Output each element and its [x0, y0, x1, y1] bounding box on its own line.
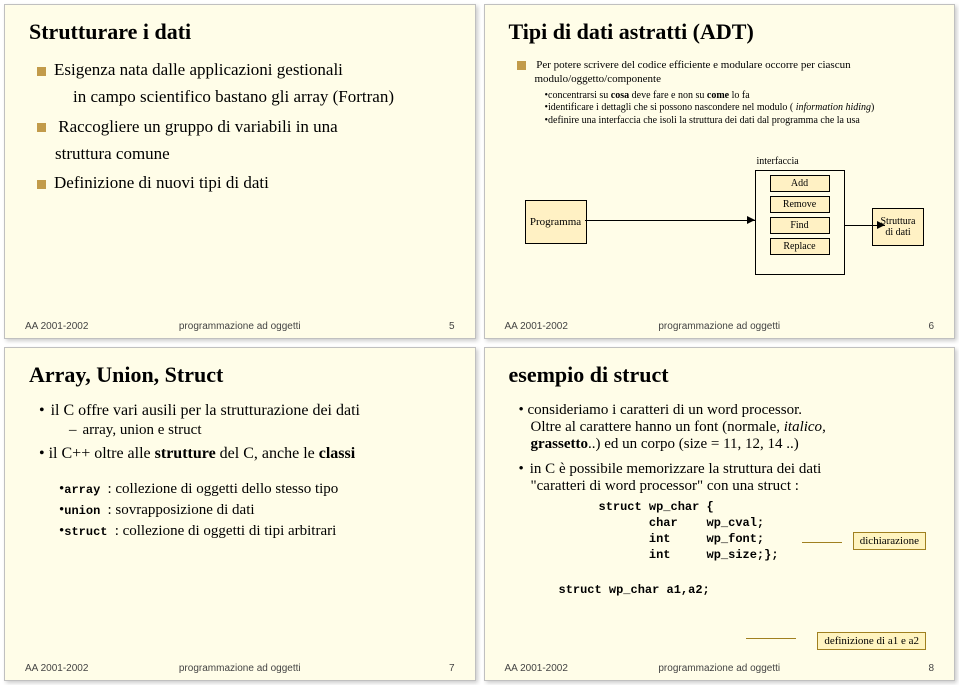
- footer: AA 2001-2002 programmazione ad oggetti 7: [25, 663, 455, 674]
- arrow-head-icon: [747, 216, 755, 224]
- sub-point: •identificare i dettagli che si possono …: [545, 102, 935, 115]
- slide-1: Strutturare i dati Esigenza nata dalle a…: [4, 4, 476, 339]
- bullet: Raccogliere un gruppo di variabili in un…: [37, 116, 455, 137]
- op-replace: Replace: [770, 238, 830, 255]
- footer-center: programmazione ad oggetti: [505, 321, 935, 332]
- op-find: Find: [770, 217, 830, 234]
- slide-4: esempio di struct • consideriamo i carat…: [484, 347, 956, 682]
- slide-title: Tipi di dati astratti (ADT): [509, 19, 935, 45]
- code-line: char wp_cval;: [599, 515, 935, 531]
- slide-title: Strutturare i dati: [29, 19, 455, 45]
- code-line: struct wp_char {: [599, 499, 935, 515]
- slide-title: Array, Union, Struct: [29, 362, 455, 388]
- bullet-cont: struttura comune: [55, 143, 455, 164]
- note-definition: definizione di a1 e a2: [817, 632, 926, 650]
- code-bullet: •array : collezione di oggetti dello ste…: [59, 481, 455, 498]
- op-add: Add: [770, 175, 830, 192]
- bullet: Definizione di nuovi tipi di dati: [37, 172, 455, 193]
- slide-title: esempio di struct: [509, 362, 935, 388]
- interface-box: Add Remove Find Replace: [755, 170, 845, 275]
- bullet: il C offre vari ausili per la strutturaz…: [39, 402, 455, 420]
- bullet-cont: "caratteri di word processor" con una st…: [531, 478, 935, 495]
- note-declaration: dichiarazione: [853, 532, 926, 550]
- bullet-cont: grassetto..) ed un corpo (size = 11, 12,…: [531, 436, 935, 453]
- bullet: • il C++ oltre alle strutture del C, anc…: [39, 445, 455, 463]
- interface-label: interfaccia: [757, 156, 799, 167]
- bullet: Esigenza nata dalle applicazioni gestion…: [37, 59, 455, 80]
- bullet-cont: modulo/oggetto/componente: [535, 73, 935, 87]
- slide-2: Tipi di dati astratti (ADT) Per potere s…: [484, 4, 956, 339]
- sub-bullet: in campo scientifico bastano gli array (…: [73, 86, 455, 107]
- footer-center: programmazione ad oggetti: [25, 321, 455, 332]
- arrow-head-icon: [877, 221, 885, 229]
- footer: AA 2001-2002 programmazione ad oggetti 6: [505, 321, 935, 332]
- sub-point: •definire una interfaccia che isoli la s…: [545, 115, 935, 128]
- code-bullet: •struct : collezione di oggetti di tipi …: [59, 523, 455, 540]
- sub-bullet: array, union e struct: [69, 422, 455, 439]
- sub-point: •concentrarsi su cosa deve fare e non su…: [545, 90, 935, 103]
- bullet: • consideriamo i caratteri di un word pr…: [519, 402, 935, 419]
- program-box: Programma: [525, 200, 587, 244]
- bullet-cont: Oltre al carattere hanno un font (normal…: [531, 419, 935, 436]
- text: Raccogliere un gruppo di variabili in un…: [58, 117, 337, 136]
- footer: AA 2001-2002 programmazione ad oggetti 8: [505, 663, 935, 674]
- footer-center: programmazione ad oggetti: [25, 663, 455, 674]
- op-remove: Remove: [770, 196, 830, 213]
- footer-center: programmazione ad oggetti: [505, 663, 935, 674]
- code-bullet: •union : sovrapposizione di dati: [59, 502, 455, 519]
- arrow-line: [585, 220, 755, 221]
- bullet: Per potere scrivere del codice efficient…: [517, 59, 935, 73]
- bullet: in C è possibile memorizzare la struttur…: [519, 461, 935, 478]
- footer: AA 2001-2002 programmazione ad oggetti 5: [25, 321, 455, 332]
- connector-line: [802, 542, 842, 543]
- code-line: struct wp_char a1,a2;: [559, 583, 935, 597]
- adt-diagram: Programma interfaccia Add Remove Find Re…: [525, 170, 925, 285]
- connector-line: [746, 638, 796, 639]
- slide-3: Array, Union, Struct il C offre vari aus…: [4, 347, 476, 682]
